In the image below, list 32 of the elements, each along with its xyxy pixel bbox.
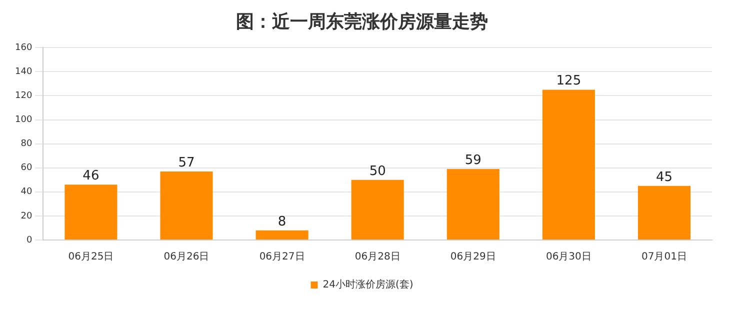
data-label: 59 [464, 152, 482, 168]
bar [64, 184, 118, 240]
x-tick-label: 06月28日 [354, 252, 400, 263]
y-tick-label: 0 [26, 235, 32, 246]
data-label: 57 [178, 155, 195, 170]
bar [351, 180, 404, 240]
x-tick-label: 06月29日 [450, 252, 496, 263]
y-tick-label: 160 [14, 42, 32, 53]
legend-label: 24小时涨价房源(套) [322, 278, 414, 291]
data-label: 46 [82, 168, 100, 184]
data-label: 45 [656, 170, 672, 185]
y-tick-label: 20 [20, 211, 32, 222]
bar [446, 169, 500, 240]
bar [542, 90, 595, 240]
data-label: 8 [278, 214, 286, 230]
bar [160, 171, 213, 240]
y-tick-label: 100 [14, 115, 32, 126]
y-tick-label: 120 [14, 91, 32, 102]
y-tick-label: 40 [20, 187, 32, 198]
chart-title: 图：近一周东莞涨价房源量走势 [236, 11, 488, 32]
bar [256, 230, 308, 240]
bar [638, 186, 690, 240]
data-label: 50 [369, 164, 386, 179]
y-tick-label: 60 [20, 163, 32, 174]
y-tick-label: 80 [20, 139, 32, 150]
x-tick-label: 07月01日 [642, 252, 687, 263]
x-tick-label: 06月26日 [164, 252, 210, 263]
x-tick-label: 06月25日 [68, 252, 114, 263]
y-tick-label: 140 [14, 66, 32, 77]
data-label: 125 [556, 74, 582, 89]
x-tick-label: 06月27日 [259, 252, 305, 263]
x-tick-label: 06月30日 [546, 252, 592, 263]
